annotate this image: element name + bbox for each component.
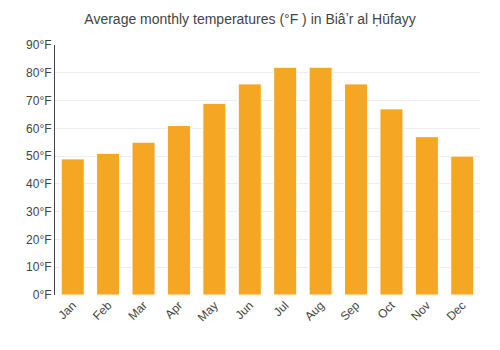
svg-text:Sep: Sep (337, 298, 362, 323)
svg-text:30°F: 30°F (26, 205, 51, 219)
svg-text:90°F: 90°F (26, 38, 51, 52)
svg-text:20°F: 20°F (26, 233, 51, 247)
svg-text:Mar: Mar (125, 298, 150, 323)
svg-text:Nov: Nov (408, 298, 433, 323)
svg-text:Oct: Oct (375, 298, 399, 322)
svg-text:Jan: Jan (55, 298, 79, 322)
svg-text:Jun: Jun (233, 298, 257, 322)
svg-text:40°F: 40°F (26, 177, 51, 191)
svg-text:Dec: Dec (444, 298, 469, 323)
svg-text:80°F: 80°F (26, 66, 51, 80)
svg-text:50°F: 50°F (26, 149, 51, 163)
svg-text:60°F: 60°F (26, 122, 51, 136)
svg-text:Average monthly temperatures (: Average monthly temperatures (°F ) in Bi… (84, 11, 415, 27)
svg-text:May: May (195, 298, 221, 324)
svg-text:Apr: Apr (162, 298, 185, 321)
svg-text:10°F: 10°F (26, 260, 51, 274)
svg-text:Aug: Aug (302, 298, 327, 323)
svg-text:0°F: 0°F (33, 288, 52, 302)
svg-text:Feb: Feb (90, 298, 115, 323)
svg-text:Jul: Jul (271, 298, 292, 319)
svg-text:70°F: 70°F (26, 94, 51, 108)
